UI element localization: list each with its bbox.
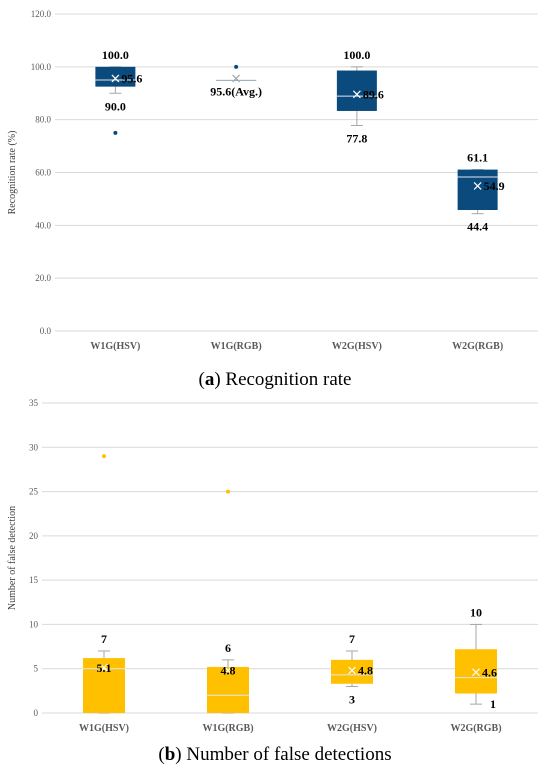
mean-marker: [224, 666, 232, 675]
data-label: 61.1: [467, 151, 488, 165]
false-detection-chart: 0 5 10 15 20 25 30 35 Number of false detection W…: [7, 398, 538, 734]
y-tick-label: 20.0: [35, 273, 51, 283]
mean-marker: [348, 666, 356, 675]
x-category-label: W2G(RGB): [452, 341, 503, 352]
data-label: 7: [349, 632, 355, 646]
y-tick-label: 30: [29, 442, 39, 452]
data-label: 90.0: [105, 99, 126, 113]
y-tick-label: 40.0: [35, 220, 51, 230]
mean-marker: [352, 90, 361, 99]
data-label: 10: [470, 605, 482, 619]
data-label: 77.8: [346, 131, 367, 145]
data-label: 6: [225, 641, 231, 655]
outlier-point: [113, 130, 118, 135]
data-label: 4.8: [358, 663, 373, 677]
x-category-label: W1G(HSV): [79, 723, 129, 734]
box-iqr: [457, 169, 498, 211]
y-axis-label: Recognition rate (%): [7, 131, 18, 215]
y-tick-label: 20: [29, 531, 39, 541]
data-label: 4.8: [221, 663, 236, 677]
x-category-label: W1G(RGB): [202, 723, 253, 734]
data-label: 95.6(Avg.): [210, 84, 262, 98]
recognition-rate-chart: 0.0 20.0 40.0 60.0 80.0 100.0 120.0 Recognition…: [7, 9, 538, 352]
y-tick-label: 80.0: [35, 115, 51, 125]
caption-b: (b) Number of false detections: [158, 744, 391, 765]
data-label: 44.4: [467, 220, 488, 234]
y-tick-label: 35: [29, 398, 39, 408]
x-category-label: W1G(HSV): [90, 341, 140, 352]
y-tick-label: 0.0: [40, 326, 52, 336]
y-tick-label: 5: [34, 664, 39, 674]
data-label: 1: [490, 697, 496, 711]
x-category-label: W2G(HSV): [332, 341, 382, 352]
data-label: 89.6: [363, 87, 384, 101]
y-tick-label: 100.0: [31, 62, 52, 72]
data-label: 4.6: [482, 665, 497, 679]
box-iqr: [95, 66, 136, 87]
y-tick-label: 10: [29, 619, 39, 629]
y-tick-label: 120.0: [31, 9, 52, 19]
box-iqr: [207, 666, 249, 713]
caption-a: (a) Recognition rate: [198, 369, 351, 390]
box-iqr: [336, 70, 377, 111]
outlier-point: [226, 489, 230, 494]
box-iqr: [331, 659, 373, 684]
y-tick-label: 15: [29, 575, 39, 585]
data-label: 100.0: [102, 48, 129, 62]
y-tick-label: 60.0: [35, 168, 51, 178]
data-label: 5.1: [97, 661, 112, 675]
data-label: 100.0: [343, 48, 370, 62]
data-label: 95.6: [121, 71, 142, 85]
data-label: 7: [101, 632, 107, 646]
mean-marker: [111, 74, 120, 83]
x-category-label: W2G(RGB): [450, 723, 501, 734]
box-iqr: [455, 649, 497, 694]
y-axis-label: Number of false detection: [7, 506, 18, 610]
y-tick-label: 0: [34, 708, 39, 718]
y-tick-label: 25: [29, 487, 39, 497]
data-label: 54.9: [484, 179, 505, 193]
mean-marker: [473, 182, 482, 190]
mean-marker: [232, 74, 241, 83]
mean-marker: [472, 668, 480, 677]
data-label: 3: [349, 692, 355, 706]
mean-marker: [100, 663, 108, 672]
outlier-point: [234, 64, 239, 69]
outlier-point: [102, 454, 106, 459]
x-category-label: W2G(HSV): [327, 723, 377, 734]
x-category-label: W1G(RGB): [211, 341, 262, 352]
